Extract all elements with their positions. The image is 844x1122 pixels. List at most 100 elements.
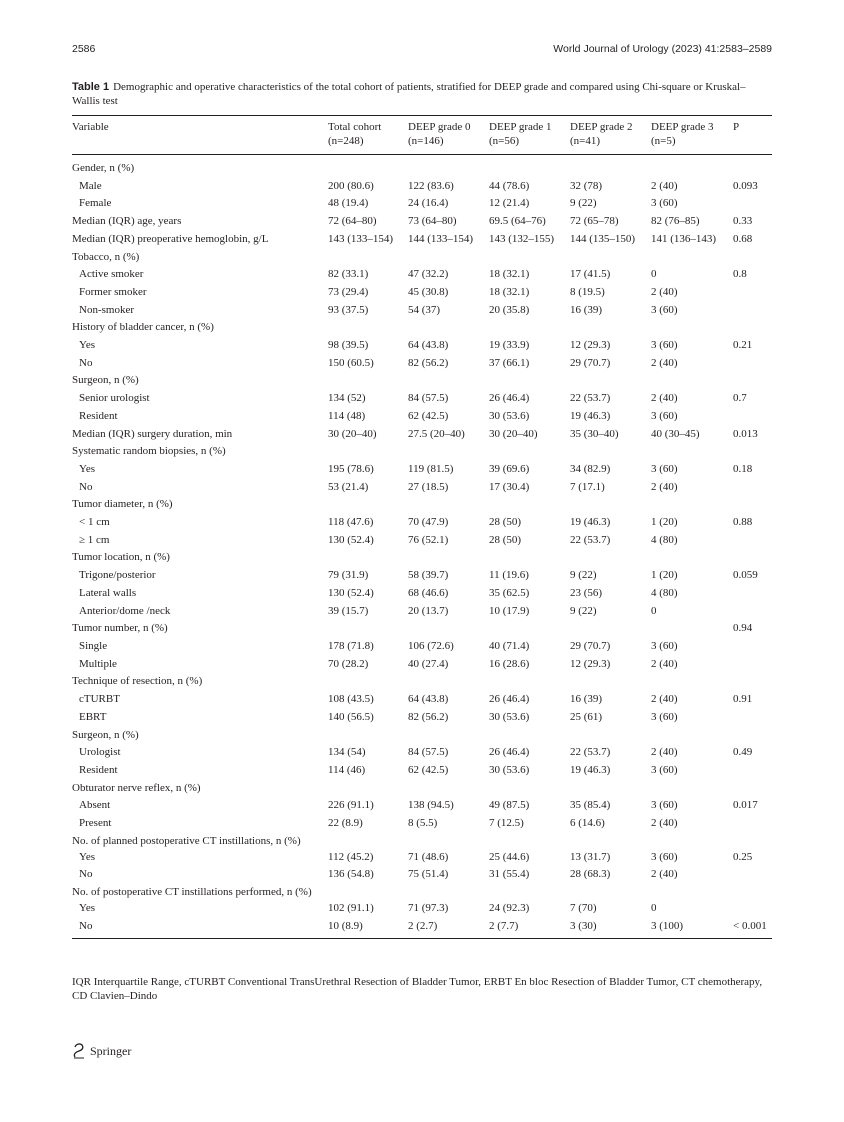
cell: 1 (20) (651, 569, 678, 582)
cell: 0.7 (733, 392, 747, 405)
cell: 29 (70.7) (570, 356, 611, 369)
cell: 71 (97.3) (408, 902, 449, 915)
cell: 13 (31.7) (570, 850, 611, 863)
cell (570, 833, 651, 849)
data-table: Variable Total cohort (n=248) DEEP grade 0 (… (72, 115, 772, 939)
cell: 9 (22) (570, 604, 597, 617)
sub-row: Single 178 (71.8) 106 (72.6) 40 (71.4) 29 (7… (72, 638, 772, 656)
row-label: Lateral walls (79, 586, 137, 599)
cell: < 0.001 (733, 917, 772, 939)
cell (733, 709, 772, 727)
cell (328, 496, 408, 514)
cell (489, 884, 570, 900)
cell: 11 (19.6) (489, 569, 529, 582)
cell: 2 (40) (651, 179, 678, 192)
cell: 25 (44.6) (489, 850, 530, 863)
cell: 44 (78.6) (489, 179, 530, 192)
cell: 73 (29.4) (328, 285, 369, 298)
cell: 25 (61) (570, 710, 603, 723)
cell: 6 (14.6) (570, 817, 605, 830)
cell: 30 (20–40) (489, 427, 538, 440)
cell (570, 727, 651, 745)
cell (733, 284, 772, 302)
cell (489, 620, 570, 638)
cell: 2 (40) (651, 480, 678, 493)
cell (733, 884, 772, 900)
cell: 4 (80) (651, 533, 678, 546)
cell: 62 (42.5) (408, 409, 449, 422)
sub-row: Resident 114 (48) 62 (42.5) 30 (53.6) 19 (46… (72, 408, 772, 426)
header-line: Variable (72, 121, 109, 133)
cell: 3 (60) (651, 409, 678, 422)
cell: 26 (46.4) (489, 693, 530, 706)
group-label: No. of planned postoperative CT instilla… (72, 834, 301, 847)
cell (570, 673, 651, 691)
group-row: No. of postoperative CT instillations pe… (72, 884, 772, 900)
cell: 72 (64–80) (328, 215, 377, 228)
cell: 102 (91.1) (328, 902, 374, 915)
cell: 3 (60) (651, 710, 678, 723)
cell (733, 780, 772, 798)
cell (570, 155, 651, 178)
cell: 3 (100) (651, 917, 733, 939)
row-label: No (79, 356, 93, 369)
column-header: P (733, 115, 772, 155)
group-row: No. of planned postoperative CT instilla… (72, 833, 772, 849)
sub-row: Male 200 (80.6) 122 (83.6) 44 (78.6) 32 (78)… (72, 178, 772, 196)
cell: 31 (55.4) (489, 868, 530, 881)
cell: 0.21 (733, 339, 753, 352)
cell: 4 (80) (651, 586, 678, 599)
row-label: Senior urologist (79, 392, 150, 405)
cell (489, 443, 570, 461)
cell (733, 866, 772, 884)
header-line: (n=248) (328, 135, 364, 147)
sub-row: Active smoker 82 (33.1) 47 (32.2) 18 (32.1)… (72, 266, 772, 284)
cell (408, 249, 489, 267)
sub-row: Yes 112 (45.2) 71 (48.6) 25 (44.6) 13 (31.7)… (72, 849, 772, 867)
cell: 30 (53.6) (489, 710, 530, 723)
cell (733, 408, 772, 426)
row-label: Male (79, 179, 102, 192)
group-row: Gender, n (%) (72, 155, 772, 178)
cell: 22 (53.7) (570, 746, 611, 759)
sub-row: Multiple 70 (28.2) 40 (27.4) 16 (28.6) 12 (2… (72, 656, 772, 674)
cell (408, 620, 489, 638)
group-row: Surgeon, n (%) (72, 372, 772, 390)
cell: 18 (32.1) (489, 268, 530, 281)
row-label: Yes (79, 850, 96, 863)
cell: 16 (39) (570, 693, 603, 706)
cell: 23 (56) (570, 586, 603, 599)
cell: 17 (41.5) (570, 268, 611, 281)
cell: 3 (60) (651, 763, 678, 776)
cell (733, 727, 772, 745)
sub-row: Yes 102 (91.1) 71 (97.3) 24 (92.3) 7 (70) 0 (72, 900, 772, 918)
row-label: Female (79, 197, 112, 210)
cell: 27.5 (20–40) (408, 427, 465, 440)
cell (570, 443, 651, 461)
cell: 118 (47.6) (328, 516, 374, 529)
sub-row: Non-smoker 93 (37.5) 54 (37) 20 (35.8) 16 (3… (72, 302, 772, 320)
cell (408, 372, 489, 390)
cell: 3 (60) (651, 339, 678, 352)
cell (328, 372, 408, 390)
cell: 84 (57.5) (408, 746, 449, 759)
cell: 37 (66.1) (489, 356, 530, 369)
cell: 200 (80.6) (328, 179, 374, 192)
cell (733, 603, 772, 621)
cell: 40 (71.4) (489, 639, 530, 652)
cell: 28 (50) (489, 516, 522, 529)
cell: 24 (16.4) (408, 197, 449, 210)
cell (570, 780, 651, 798)
cell: 49 (87.5) (489, 799, 530, 812)
row-label: Active smoker (79, 268, 144, 281)
caption-text: Demographic and operative characteristic… (72, 81, 746, 107)
cell: 2 (40) (651, 868, 678, 881)
cell: 20 (13.7) (408, 604, 449, 617)
row-label: Non-smoker (79, 303, 134, 316)
cell: 2 (40) (651, 392, 678, 405)
cell (733, 833, 772, 849)
sub-row: No 10 (8.9) 2 (2.7) 2 (7.7) 3 (30) 3 (100) < 0… (72, 917, 772, 939)
cell (733, 673, 772, 691)
cell (408, 549, 489, 567)
cell (733, 496, 772, 514)
